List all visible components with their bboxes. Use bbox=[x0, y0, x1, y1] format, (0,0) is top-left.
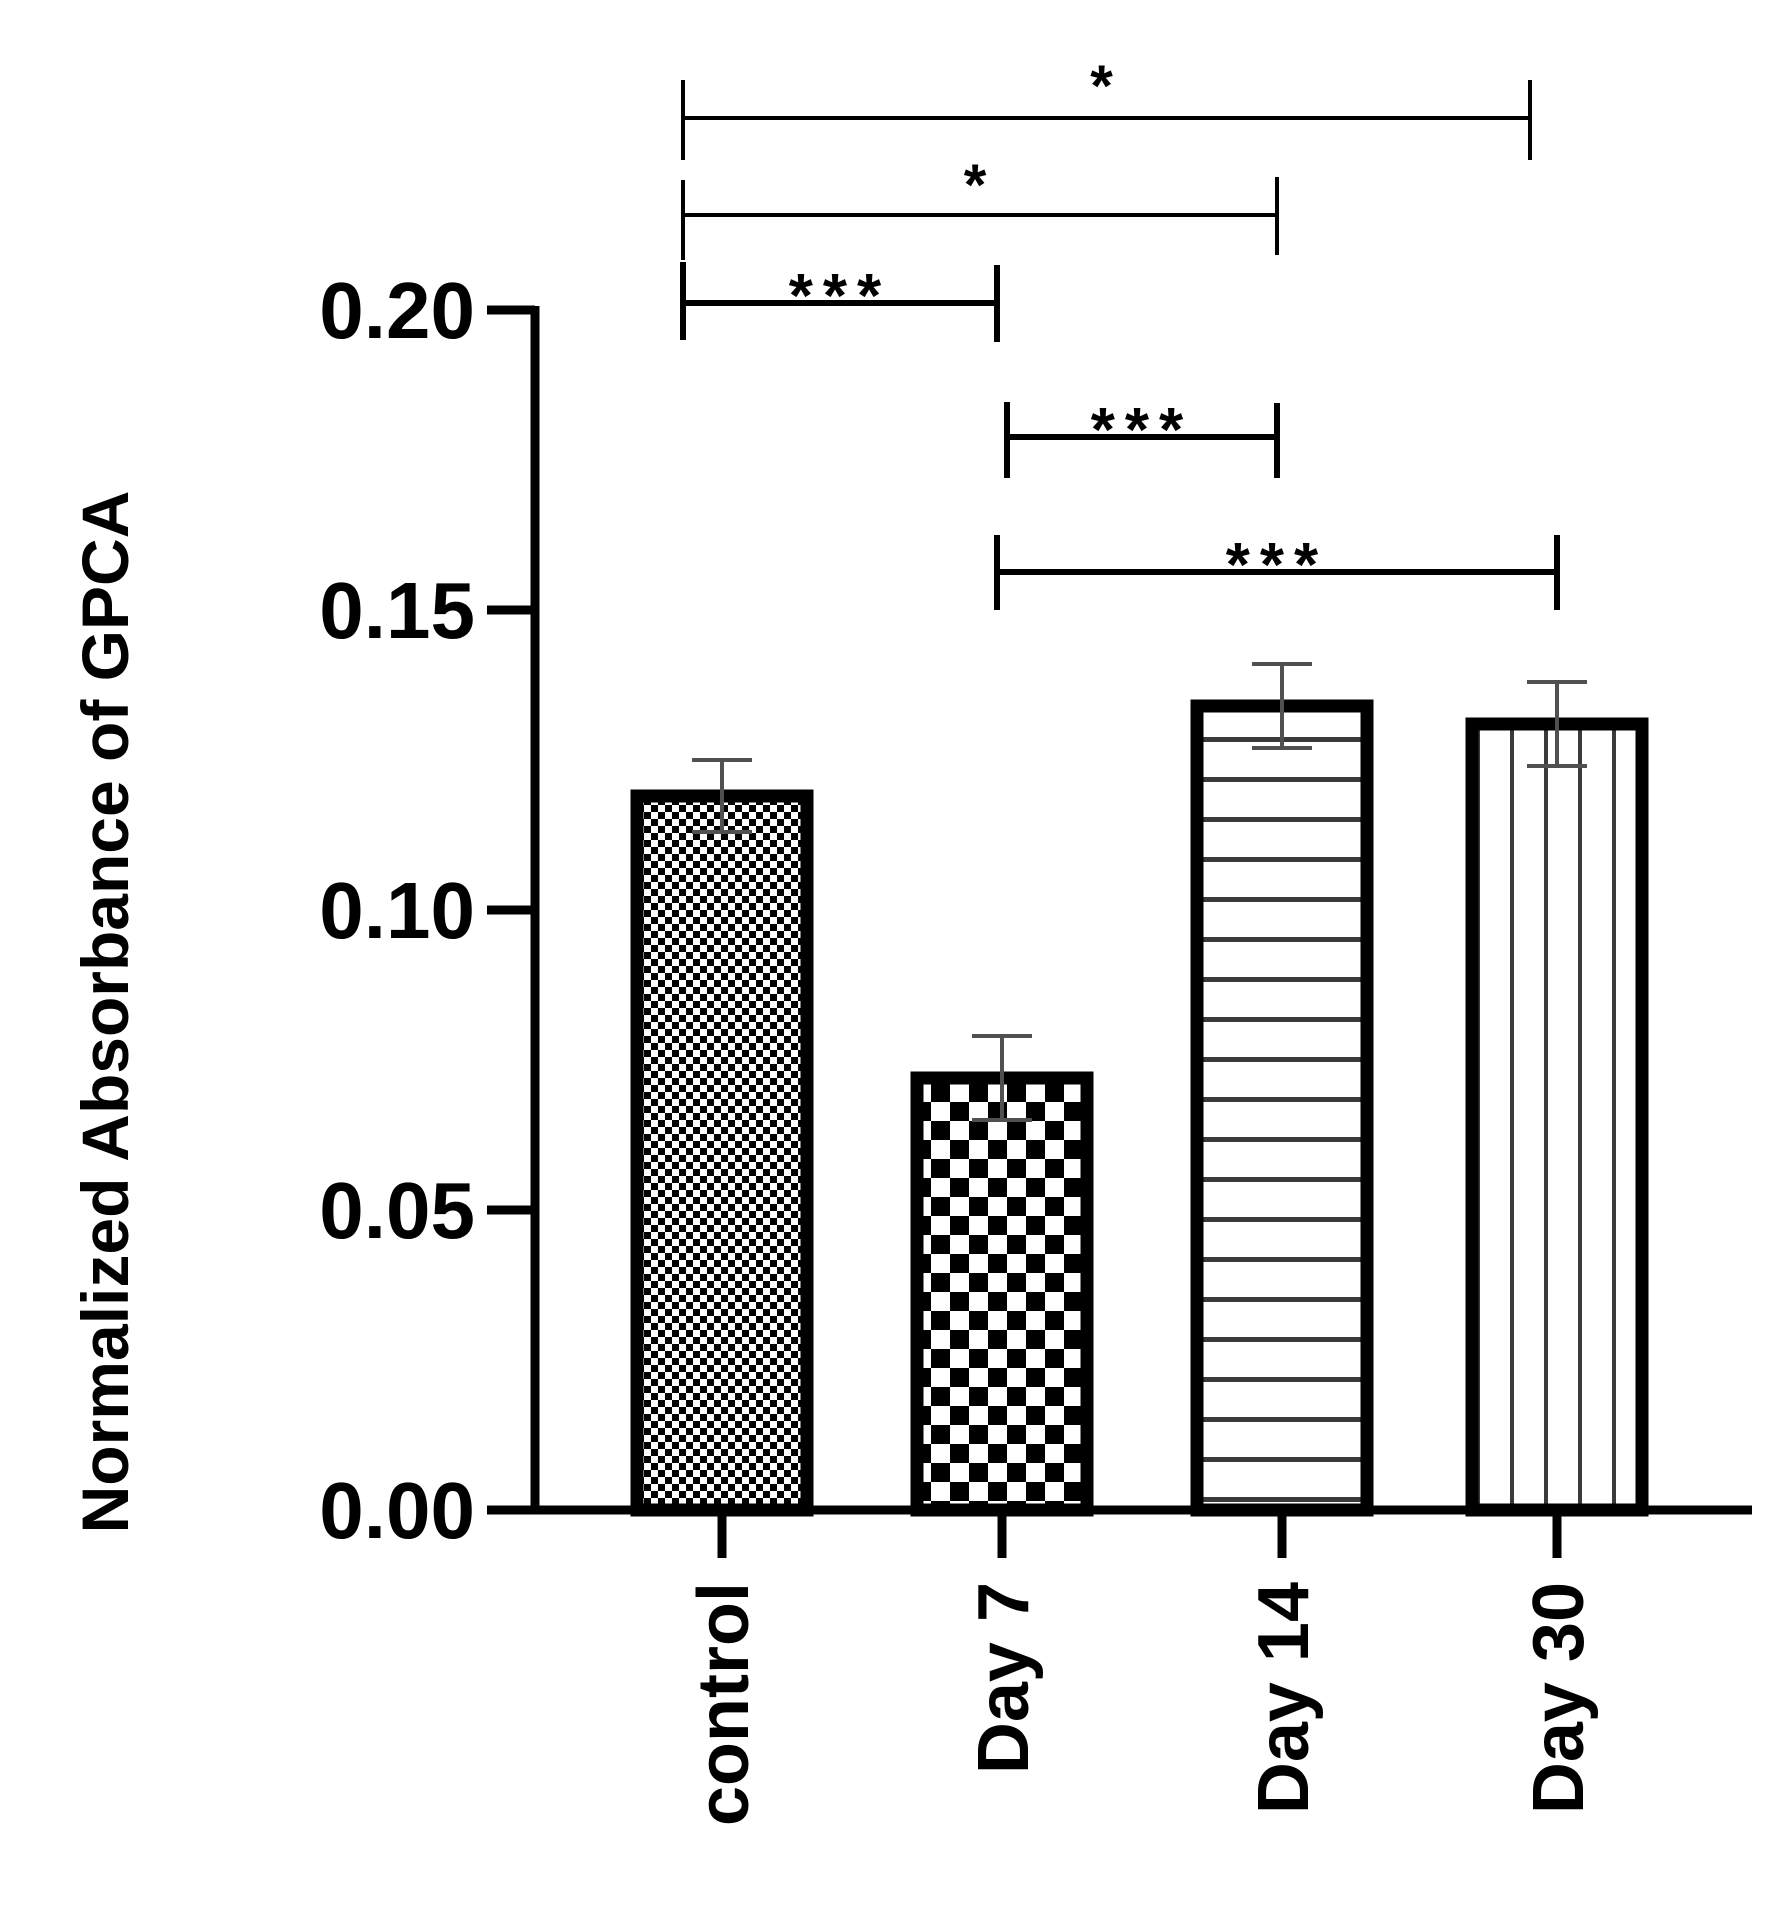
sig-label-1: * bbox=[964, 153, 997, 218]
sig-label-0: * bbox=[1090, 54, 1123, 119]
x-tick-label-3: Day 30 bbox=[1519, 1582, 1599, 1814]
x-tick-label-2: Day 14 bbox=[1244, 1582, 1324, 1814]
sig-label-4: *** bbox=[1226, 531, 1328, 600]
y-axis-label: Normalized Absorbance of GPCA bbox=[68, 491, 142, 1534]
bar-fill-2 bbox=[1197, 706, 1367, 1510]
bar-fill-1 bbox=[917, 1078, 1087, 1510]
x-tick-label-0: control bbox=[684, 1582, 764, 1826]
x-tick-label-1: Day 7 bbox=[964, 1582, 1044, 1774]
sig-label-3: *** bbox=[1091, 396, 1193, 465]
y-tick-label-4: 0.20 bbox=[319, 266, 475, 355]
y-tick-label-2: 0.10 bbox=[319, 866, 475, 955]
y-tick-label-3: 0.15 bbox=[319, 566, 475, 655]
y-tick-label-1: 0.05 bbox=[319, 1166, 475, 1255]
bar-fill-3 bbox=[1472, 724, 1642, 1510]
y-tick-label-0: 0.00 bbox=[319, 1466, 475, 1555]
sig-label-2: *** bbox=[789, 262, 891, 331]
bar-fill-0 bbox=[637, 796, 807, 1510]
